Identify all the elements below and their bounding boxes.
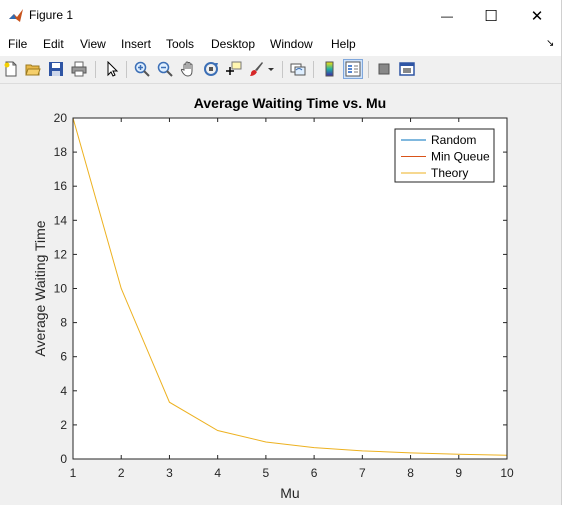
rotate-3d-icon bbox=[204, 62, 218, 76]
y-tick-label: 10 bbox=[54, 282, 68, 296]
pan-button[interactable] bbox=[179, 60, 197, 78]
open-file-button[interactable] bbox=[24, 60, 42, 78]
x-tick-label: 10 bbox=[500, 466, 514, 480]
title-bar: Figure 1 — ☐ ✕ bbox=[0, 0, 562, 31]
legend-icon bbox=[345, 61, 361, 77]
legend-entry: Random bbox=[431, 133, 476, 147]
menu-help[interactable]: Help bbox=[331, 37, 356, 51]
matlab-logo-icon bbox=[9, 9, 23, 22]
zoom-out-icon bbox=[157, 61, 173, 77]
brush-dropdown-button[interactable] bbox=[266, 60, 276, 78]
rotate-3d-button[interactable] bbox=[202, 60, 220, 78]
maximize-button[interactable]: ☐ bbox=[468, 0, 514, 31]
y-tick-label: 18 bbox=[54, 145, 68, 159]
y-tick-label: 14 bbox=[54, 213, 68, 227]
link-plot-icon bbox=[290, 63, 306, 76]
menu-edit[interactable]: Edit bbox=[43, 37, 64, 51]
y-tick-label: 8 bbox=[60, 316, 67, 330]
print-icon bbox=[71, 61, 87, 77]
x-tick-label: 9 bbox=[455, 466, 462, 480]
save-icon bbox=[49, 62, 63, 76]
y-tick-label: 4 bbox=[60, 384, 67, 398]
x-tick-label: 6 bbox=[311, 466, 318, 480]
menu-bar: File Edit View Insert Tools Desktop Wind… bbox=[0, 31, 562, 56]
zoom-in-icon bbox=[134, 61, 150, 77]
save-button[interactable] bbox=[47, 60, 65, 78]
pointer-icon bbox=[107, 61, 119, 77]
x-tick-label: 5 bbox=[263, 466, 270, 480]
series-line-theory[interactable] bbox=[72, 117, 508, 456]
y-tick-label: 12 bbox=[54, 247, 68, 261]
x-tick-label: 2 bbox=[118, 466, 125, 480]
data-cursor-icon bbox=[226, 61, 242, 75]
show-plot-tools-icon bbox=[399, 62, 415, 76]
print-button[interactable] bbox=[70, 60, 88, 78]
colorbar-button[interactable] bbox=[321, 60, 339, 78]
x-tick-label: 3 bbox=[166, 466, 173, 480]
pointer-button[interactable] bbox=[103, 60, 121, 78]
zoom-out-button[interactable] bbox=[156, 60, 174, 78]
new-figure-button[interactable] bbox=[2, 60, 20, 78]
close-button[interactable]: ✕ bbox=[514, 0, 560, 31]
menu-view[interactable]: View bbox=[80, 37, 106, 51]
new-figure-icon bbox=[4, 61, 17, 77]
legend-entry: Theory bbox=[431, 166, 468, 180]
y-tick-label: 2 bbox=[60, 418, 67, 432]
menu-desktop[interactable]: Desktop bbox=[211, 37, 256, 51]
brush-icon bbox=[250, 62, 263, 76]
undock-arrow-icon[interactable]: ↘ bbox=[546, 38, 555, 49]
x-tick-label: 1 bbox=[70, 466, 77, 480]
chart-title: Average Waiting Time vs. Mu bbox=[194, 95, 386, 111]
minimize-button[interactable]: — bbox=[424, 0, 470, 31]
y-tick-label: 20 bbox=[54, 111, 68, 125]
open-file-icon bbox=[25, 64, 41, 76]
x-tick-label: 7 bbox=[359, 466, 366, 480]
menu-tools[interactable]: Tools bbox=[166, 37, 195, 51]
menu-file[interactable]: File bbox=[8, 37, 28, 51]
colorbar-icon bbox=[325, 61, 334, 77]
y-tick-label: 16 bbox=[54, 179, 68, 193]
pan-hand-icon bbox=[180, 61, 193, 77]
y-tick-label: 0 bbox=[60, 452, 67, 466]
y-axis-label: Average Waiting Time bbox=[32, 220, 48, 356]
toolbar-separator bbox=[282, 61, 283, 78]
toolbar-separator bbox=[368, 61, 369, 78]
minimize-icon: — bbox=[441, 8, 453, 23]
legend-entry: Min Queue bbox=[431, 150, 490, 164]
maximize-icon: ☐ bbox=[484, 7, 498, 25]
hide-plot-tools-button[interactable] bbox=[375, 60, 393, 78]
hide-plot-tools-icon bbox=[378, 63, 390, 75]
figure-toolbar bbox=[0, 56, 562, 84]
legend-button[interactable] bbox=[343, 59, 363, 79]
dropdown-arrow-icon bbox=[268, 68, 274, 71]
x-axis-label: Mu bbox=[280, 485, 299, 501]
window-title: Figure 1 bbox=[29, 8, 74, 22]
y-tick-label: 6 bbox=[60, 350, 67, 364]
menu-window[interactable]: Window bbox=[270, 37, 313, 51]
menu-insert[interactable]: Insert bbox=[121, 37, 152, 51]
legend-box bbox=[394, 128, 495, 183]
toolbar-separator bbox=[126, 61, 127, 78]
zoom-in-button[interactable] bbox=[133, 60, 151, 78]
toolbar-separator bbox=[313, 61, 314, 78]
toolbar-separator bbox=[95, 61, 96, 78]
x-tick-label: 8 bbox=[407, 466, 414, 480]
brush-button[interactable] bbox=[247, 60, 265, 78]
data-cursor-button[interactable] bbox=[225, 60, 243, 78]
show-plot-tools-button[interactable] bbox=[398, 60, 416, 78]
link-plot-button[interactable] bbox=[289, 60, 307, 78]
x-tick-label: 4 bbox=[214, 466, 221, 480]
legend[interactable]: Random Min Queue Theory bbox=[394, 128, 495, 183]
close-icon: ✕ bbox=[530, 7, 544, 25]
